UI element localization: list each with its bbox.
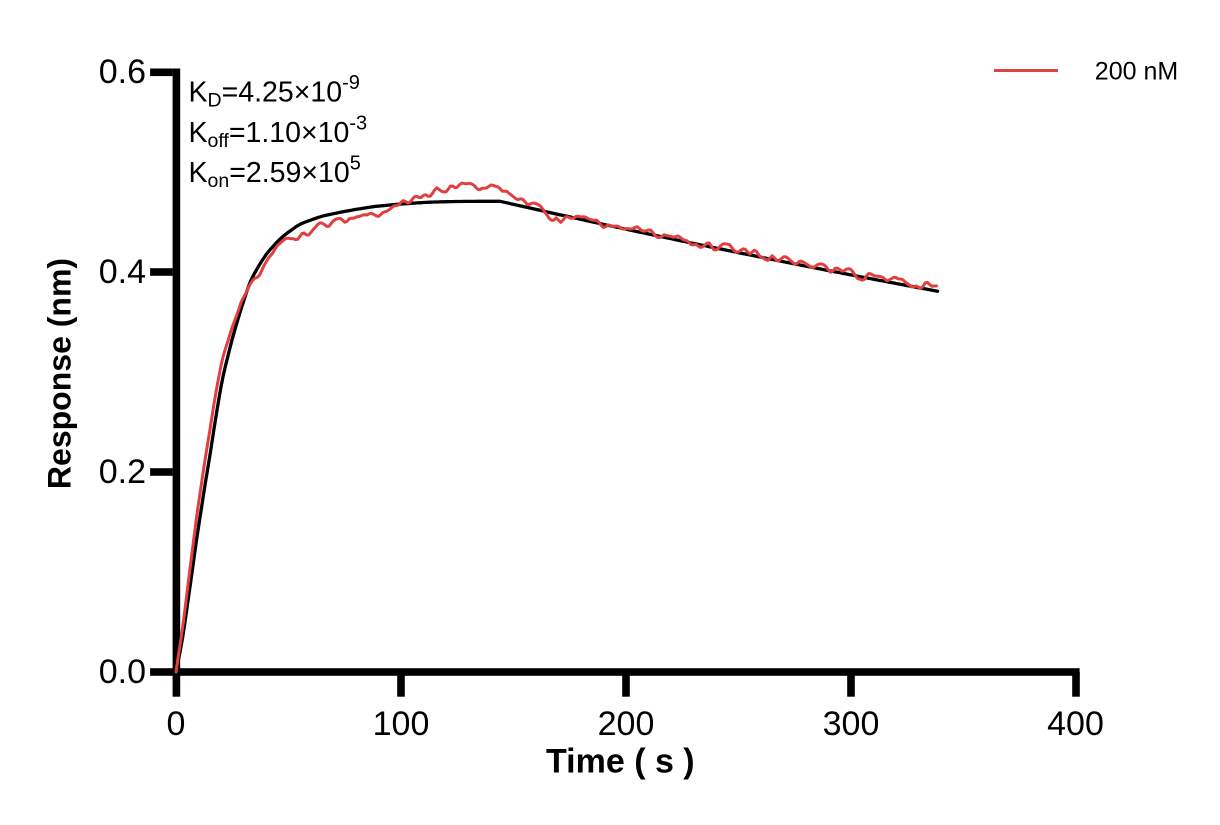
svg-text:Response (nm): Response (nm)	[42, 258, 78, 489]
svg-text:Time ( s ): Time ( s )	[546, 743, 695, 781]
svg-text:200 nM: 200 nM	[1095, 58, 1178, 86]
svg-text:0.2: 0.2	[99, 453, 146, 491]
svg-text:0.0: 0.0	[99, 653, 146, 691]
svg-text:300: 300	[823, 705, 880, 743]
svg-text:400: 400	[1047, 705, 1104, 743]
svg-text:KD=4.25×10-9: KD=4.25×10-9	[189, 72, 360, 112]
svg-text:0.4: 0.4	[99, 253, 146, 291]
svg-text:0: 0	[167, 705, 186, 743]
svg-text:200: 200	[598, 705, 655, 743]
svg-text:100: 100	[373, 705, 430, 743]
svg-text:0.6: 0.6	[99, 53, 146, 91]
svg-text:Koff=1.10×10-3: Koff=1.10×10-3	[189, 112, 368, 152]
